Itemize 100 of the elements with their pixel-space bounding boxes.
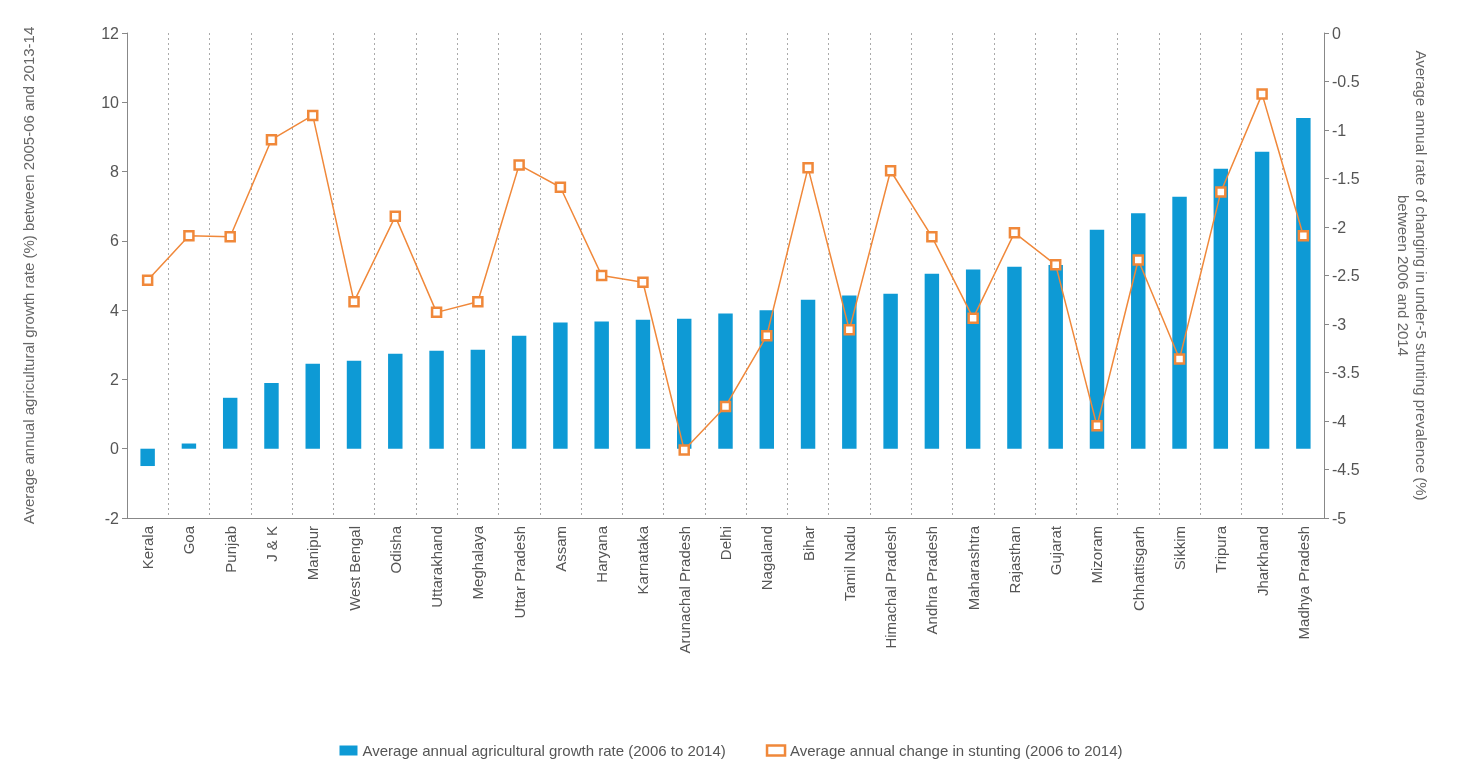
x-tick-label: Maharashtra <box>964 525 982 611</box>
x-tick-label: Chhattisgarh <box>1129 526 1147 612</box>
x-tick-label: Madhya Pradesh <box>1294 526 1312 640</box>
x-tick-label: Bihar <box>799 526 817 562</box>
point <box>224 230 236 243</box>
bar <box>181 443 197 449</box>
point <box>1215 186 1227 198</box>
x-tick-label: Punjab <box>221 526 239 573</box>
x-tick-label: Uttarakhand <box>428 526 446 608</box>
y-axis-title: Average annual agricultural growth rate (%) between 2005-06 and 2013-14 <box>19 26 37 525</box>
bar <box>553 322 568 449</box>
bar <box>924 273 940 449</box>
x-tick-label: Gujarat <box>1047 525 1065 576</box>
bar <box>429 350 444 449</box>
x-tick-label: Goa <box>180 525 198 555</box>
x-tick-label: Nagaland <box>758 526 776 591</box>
point <box>1008 227 1021 239</box>
bar <box>883 293 898 449</box>
y-tick-label: 4 <box>110 301 120 319</box>
bar <box>470 349 486 449</box>
x-tick-label: Odisha <box>386 525 404 574</box>
y2-tick-label: -4.5 <box>1332 461 1360 478</box>
x-tick-label: Tripura <box>1212 525 1230 573</box>
y-tick-label: 0 <box>110 440 120 458</box>
x-tick-label: Rajasthan <box>1005 526 1023 594</box>
point <box>719 400 732 413</box>
y2-tick-label: -3.5 <box>1332 364 1360 381</box>
y-tick-label: 6 <box>110 232 120 250</box>
bar <box>759 310 774 449</box>
point <box>1132 254 1145 266</box>
point <box>637 276 649 289</box>
bar <box>1048 265 1063 449</box>
x-tick-label: Andhra Pradesh <box>923 526 941 635</box>
bar <box>140 448 155 467</box>
point <box>348 295 360 308</box>
x-tick-label: Assam <box>551 526 569 572</box>
bar <box>1007 266 1022 449</box>
x-tick-label: Manipur <box>304 526 322 581</box>
bar <box>511 335 527 449</box>
bar <box>1254 151 1270 449</box>
x-tick-label: Delhi <box>717 526 734 561</box>
point <box>843 324 856 336</box>
y2-tick-label: -2.5 <box>1332 267 1360 284</box>
y2-tick-label: -2 <box>1332 218 1347 236</box>
bar <box>1213 168 1229 449</box>
x-tick-label: J & K <box>262 526 280 562</box>
y2-tick-label: -0.5 <box>1332 73 1360 90</box>
x-tick-label: Haryana <box>593 525 611 583</box>
point <box>802 162 814 174</box>
x-tick-label: Kerala <box>139 525 157 570</box>
point <box>141 274 154 287</box>
bar <box>388 353 403 449</box>
x-tick-label: Sikkim <box>1171 526 1189 571</box>
x-tick-label: Karnataka <box>634 525 652 595</box>
point <box>1256 88 1268 100</box>
point <box>554 181 567 193</box>
x-tick-label: Arunachal Pradesh <box>675 526 693 654</box>
bar <box>1296 117 1311 449</box>
y-tick-label: 2 <box>110 370 120 388</box>
bar <box>677 318 692 449</box>
bar <box>305 363 320 449</box>
y2-axis-title: Average annual rate of changing in under-5 stunting prevalence (%) between 2006 and 2014 <box>1394 50 1430 501</box>
x-tick-label: Mizoram <box>1088 526 1106 584</box>
bar <box>1089 229 1105 449</box>
point <box>926 230 938 243</box>
bar <box>1172 196 1187 449</box>
y-tick-label: 8 <box>110 163 120 181</box>
y2-tick-label: -1.5 <box>1332 170 1360 187</box>
y-tick-label: -2 <box>104 509 120 527</box>
bar <box>264 382 279 449</box>
x-tick-label: Jharkhand <box>1253 526 1271 597</box>
point <box>389 210 402 223</box>
point <box>1049 259 1062 271</box>
point <box>761 329 773 342</box>
bar <box>1131 213 1146 449</box>
legend-label: Average annual change in stunting (2006 to 2014) <box>790 742 1123 759</box>
bar <box>635 319 651 449</box>
bar <box>718 313 733 449</box>
point <box>430 306 443 319</box>
legend-label: Average annual agricultural growth rate (2006 to 2014) <box>362 742 726 759</box>
y2-tick-label: 0 <box>1332 24 1341 42</box>
x-tick-label: Tamil Nadu <box>840 526 858 602</box>
point <box>678 444 690 456</box>
y2-tick-label: -3 <box>1332 315 1347 333</box>
point <box>472 295 484 308</box>
x-tick-label: Uttar Pradesh <box>510 526 528 619</box>
bar <box>800 299 816 449</box>
y2-tick-label: -1 <box>1332 121 1347 139</box>
bar <box>222 397 238 449</box>
y-tick-label: 10 <box>101 93 120 111</box>
point <box>967 312 979 324</box>
y-tick-label: 12 <box>101 24 120 42</box>
point <box>513 159 525 171</box>
bar <box>346 360 362 449</box>
point <box>595 269 608 282</box>
y2-tick-label: -4 <box>1332 412 1347 430</box>
point <box>306 109 319 122</box>
point <box>1173 353 1186 365</box>
x-tick-label: Himachal Pradesh <box>882 526 900 649</box>
bar <box>594 321 609 449</box>
